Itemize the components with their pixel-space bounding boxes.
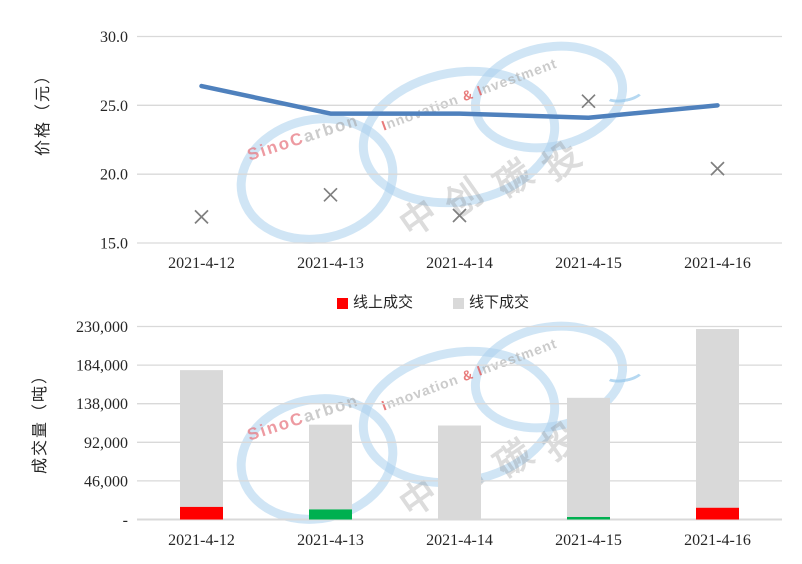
bar-online-segment — [180, 506, 223, 520]
bar-online-segment — [567, 516, 610, 520]
legend-item-offline: 线下成交 — [453, 296, 529, 311]
price-x-marker — [710, 161, 725, 176]
price-x-tick-label: 2021-4-13 — [297, 255, 364, 272]
volume-y-tick-label: 138,000 — [76, 396, 128, 413]
volume-y-tick-label: - — [123, 512, 128, 529]
price-y-tick-label: 15.0 — [100, 236, 128, 253]
price-x-marker — [194, 209, 209, 224]
price-x-tick-label: 2021-4-15 — [555, 255, 622, 272]
price-x-marker — [581, 94, 596, 109]
bar-offline-segment — [438, 425, 481, 520]
bar-online-segment — [309, 509, 352, 520]
legend-label-online: 线上成交 — [352, 295, 413, 311]
bar-offline-segment — [180, 370, 223, 507]
price-x-marker — [452, 208, 467, 223]
volume-y-tick-label: 230,000 — [76, 319, 128, 336]
price-axis-title: 价格（元） — [35, 66, 52, 157]
legend-item-online: 线上成交 — [336, 295, 413, 311]
volume-x-tick-label: 2021-4-16 — [684, 532, 751, 549]
bar-offline-segment — [309, 424, 352, 510]
legend-swatch-online-icon — [336, 298, 348, 309]
price-y-tick-label: 20.0 — [100, 167, 128, 184]
volume-y-tick-label: 92,000 — [84, 435, 128, 452]
bar-online-segment — [696, 507, 739, 520]
legend-label-offline: 线下成交 — [469, 295, 530, 311]
volume-axis-title: 成交量（吨） — [32, 366, 49, 475]
price-x-tick-label: 2021-4-16 — [684, 255, 751, 272]
volume-y-tick-label: 46,000 — [84, 473, 128, 490]
volume-y-tick-label: 184,000 — [76, 358, 128, 375]
bar-offline-segment — [567, 397, 610, 517]
price-x-marker — [323, 187, 338, 202]
price-x-tick-label: 2021-4-12 — [168, 255, 235, 272]
volume-x-tick-label: 2021-4-12 — [168, 532, 235, 549]
legend-swatch-offline-icon — [453, 298, 464, 309]
volume-x-tick-label: 2021-4-15 — [555, 532, 622, 549]
price-x-tick-label: 2021-4-14 — [426, 255, 493, 272]
legend: 线上成交 线下成交 — [32, 296, 802, 311]
volume-x-tick-label: 2021-4-14 — [426, 532, 493, 549]
bar-offline-segment — [696, 329, 739, 508]
price-y-tick-label: 25.0 — [100, 98, 128, 115]
volume-x-tick-label: 2021-4-13 — [297, 532, 364, 549]
price-line — [199, 83, 720, 120]
price-y-tick-label: 30.0 — [100, 29, 128, 46]
